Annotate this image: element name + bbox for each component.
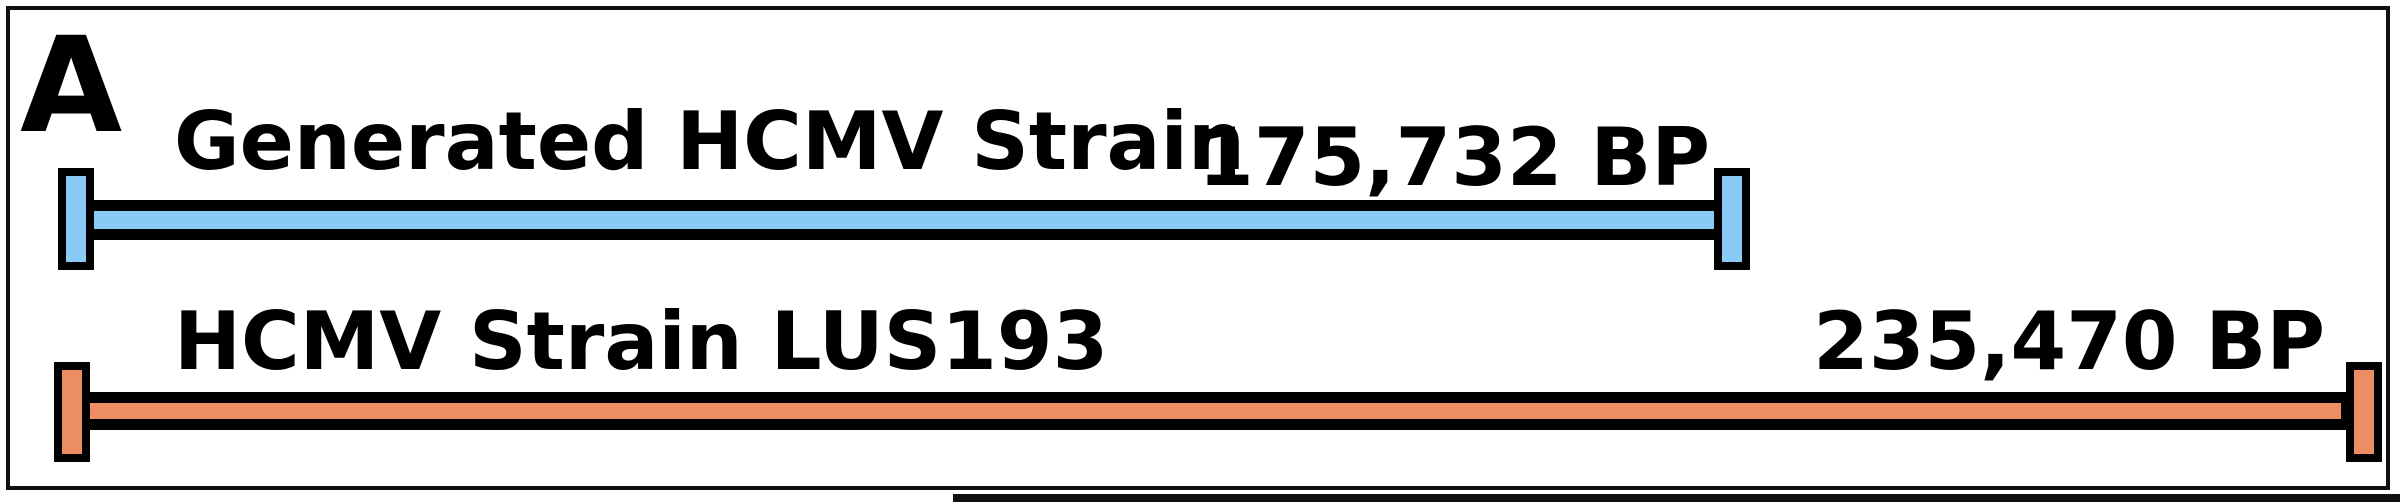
track-1-right-cap — [1714, 168, 1750, 270]
track-1-length-label: 175,732 BP — [1198, 111, 1710, 204]
track-1-name: Generated HCMV Strain — [174, 95, 1245, 188]
track-2-left-cap — [54, 362, 90, 462]
track-2-length-label: 235,470 BP — [1813, 295, 2325, 388]
frame-edge-line — [953, 494, 2400, 502]
track-2-name: HCMV Strain LUS193 — [174, 295, 1109, 388]
track-2-bar — [72, 392, 2352, 430]
track-1-bar — [80, 200, 1730, 240]
track-2-right-cap — [2346, 362, 2382, 462]
panel-letter: A — [20, 9, 123, 163]
track-1-left-cap — [58, 168, 94, 270]
